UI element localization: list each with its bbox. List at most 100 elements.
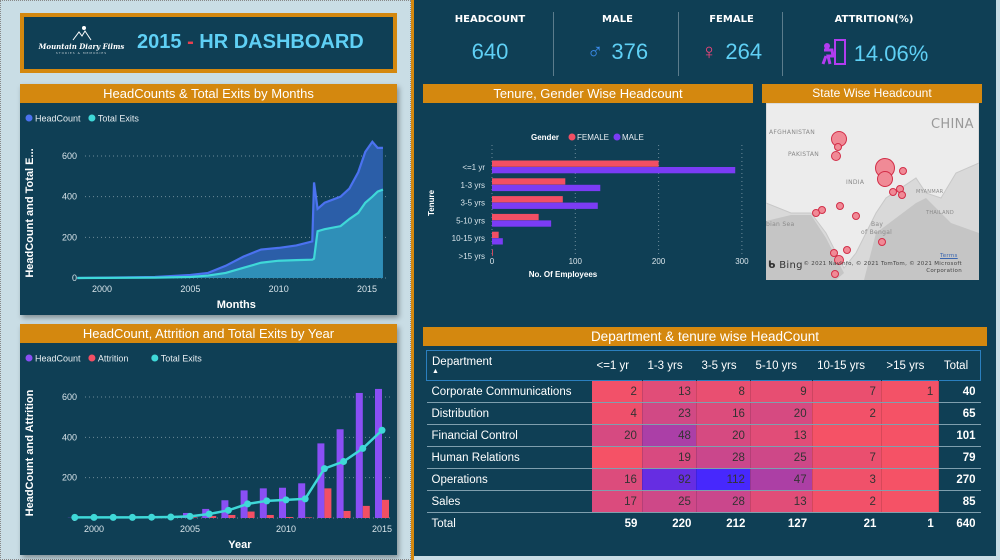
x-tick-label: 2015 (372, 524, 392, 534)
heatmap-cell: 13 (750, 490, 813, 513)
yearly-chart-panel: HeadCount, Attrition and Total Exits by … (20, 324, 397, 555)
map-label: Bay (871, 221, 884, 228)
table-row: Human Relations 19 28 25 7 79 (426, 446, 981, 469)
kpi-value: 640 (471, 39, 509, 64)
heatmap-cell (881, 446, 940, 469)
point-total-exits (128, 513, 136, 521)
kpi-label: MALE (602, 14, 633, 25)
y-tick-label: 1-3 yrs (461, 181, 485, 190)
bar-female (492, 249, 493, 256)
kpi-divider (782, 12, 783, 76)
column-header[interactable]: Total (943, 359, 969, 372)
table-title: Department & tenure wise HeadCount (423, 327, 987, 346)
map-label: bian Sea (766, 221, 795, 228)
person-exit-door-icon (821, 39, 846, 65)
bar-male (492, 167, 736, 174)
kpi-label: FEMALE (709, 14, 754, 25)
heatmap-cell: 7 (812, 380, 882, 403)
column-header[interactable]: >15 yrs (886, 359, 925, 372)
map-copyright: © 2021 NavInfo, © 2021 TomTom, © 2021 Mi… (803, 261, 962, 274)
legend-label: Total Exits (161, 354, 203, 364)
y-tick-label: 200 (62, 473, 77, 483)
heatmap-cell: 17 (591, 490, 643, 513)
divider (411, 0, 414, 560)
row-total: 270 (938, 468, 981, 491)
map-bubbles (812, 131, 907, 278)
point-total-exits (71, 513, 79, 521)
kpi-divider (553, 12, 554, 76)
kpi-label: HEADCOUNT (454, 14, 526, 25)
kpi-value: 14.06% (853, 41, 929, 66)
heatmap-cell: 92 (642, 468, 697, 491)
column-header[interactable]: <=1 yr (596, 359, 630, 372)
point-total-exits (282, 496, 290, 504)
tenure-bar-chart[interactable]: 0 100 200 300 No. Of Employees Tenure Gender FE… (423, 103, 753, 285)
logo-text: Mountain Diary Films (38, 42, 125, 51)
y-axis-title: HeadCount and Attrition (24, 389, 36, 516)
x-tick-label: 2000 (92, 284, 112, 294)
state-bubble (899, 167, 907, 175)
bar-headcount (279, 487, 286, 518)
table-row: Distribution 4 23 16 20 2 65 (426, 402, 981, 425)
state-bubble (834, 143, 842, 151)
yearly-combo-chart[interactable]: 02004006002000200520102015YearHeadCount … (20, 343, 397, 555)
bar-attrition (190, 517, 197, 518)
heatmap-cell (591, 446, 643, 469)
heatmap-cell: 2 (812, 402, 882, 425)
column-header[interactable]: 3-5 yrs (701, 359, 737, 372)
state-map[interactable]: CHINA AFGHANISTAN PAKISTAN INDIA MYANMAR… (766, 103, 979, 280)
line-total-exits (74, 429, 383, 519)
heatmap-cell: 23 (642, 402, 697, 425)
title-text: HR DASHBOARD (199, 31, 364, 53)
table-row: Corporate Communications 2 13 8 9 7 1 40 (426, 380, 981, 403)
point-total-exits (205, 510, 213, 518)
department-tenure-table: Department ▲ <=1 yr 1-3 yrs 3-5 yrs 5-10 yrs 1… (426, 350, 981, 535)
heatmap-cell: 16 (591, 468, 643, 491)
sort-ascending-icon[interactable]: ▲ (432, 368, 439, 375)
point-total-exits (263, 497, 271, 505)
state-bubble (889, 188, 897, 196)
heatmap-cell: 20 (750, 402, 813, 425)
monthly-area-chart[interactable]: 0 200 400 600 2000 2005 2010 2015 Months HeadCoun… (20, 103, 397, 315)
bar-female (492, 213, 539, 221)
heatmap-cell (881, 490, 940, 513)
point-total-exits (244, 500, 252, 508)
state-bubble (877, 171, 893, 187)
y-tick-label: 400 (62, 192, 77, 202)
bar-female (492, 231, 499, 238)
kpi-divider (678, 12, 679, 76)
heatmap-cell (881, 424, 940, 447)
point-total-exits (167, 513, 175, 521)
heatmap-cell: 8 (696, 380, 751, 403)
x-tick-label: 100 (569, 257, 583, 266)
area-total-exits (77, 189, 383, 278)
heatmap-cell: 13 (750, 424, 813, 447)
row-total: 40 (938, 380, 981, 403)
map-terms-link[interactable]: Terms (940, 253, 958, 259)
title-separator: - (187, 31, 194, 53)
column-header[interactable]: 5-10 yrs (755, 359, 797, 372)
legend-marker (151, 354, 159, 362)
y-tick-label: >15 yrs (459, 252, 485, 261)
female-icon: ♀ (700, 39, 718, 64)
mountain-logo-icon (72, 26, 92, 41)
bar-attrition (266, 514, 274, 518)
point-total-exits (340, 458, 348, 466)
column-header[interactable]: 1-3 yrs (647, 359, 683, 372)
column-header[interactable]: 10-15 yrs (817, 359, 866, 372)
heatmap-cell: 3 (812, 468, 882, 491)
y-tick-label: 10-15 yrs (452, 234, 485, 243)
state-bubble (836, 202, 844, 210)
column-header[interactable]: Department ▲ (427, 351, 592, 381)
heatmap-cell: 1 (881, 380, 940, 403)
column-total: 21 (863, 517, 877, 530)
heatmap-cell: 20 (591, 424, 643, 447)
heatmap-cell: 28 (696, 490, 751, 513)
state-bubble (878, 238, 886, 246)
state-bubble (831, 270, 839, 278)
bar-attrition (324, 488, 332, 518)
male-icon: ♂ (586, 39, 604, 64)
bar-male (492, 238, 503, 245)
point-total-exits (109, 513, 117, 521)
bar-attrition (228, 514, 236, 518)
